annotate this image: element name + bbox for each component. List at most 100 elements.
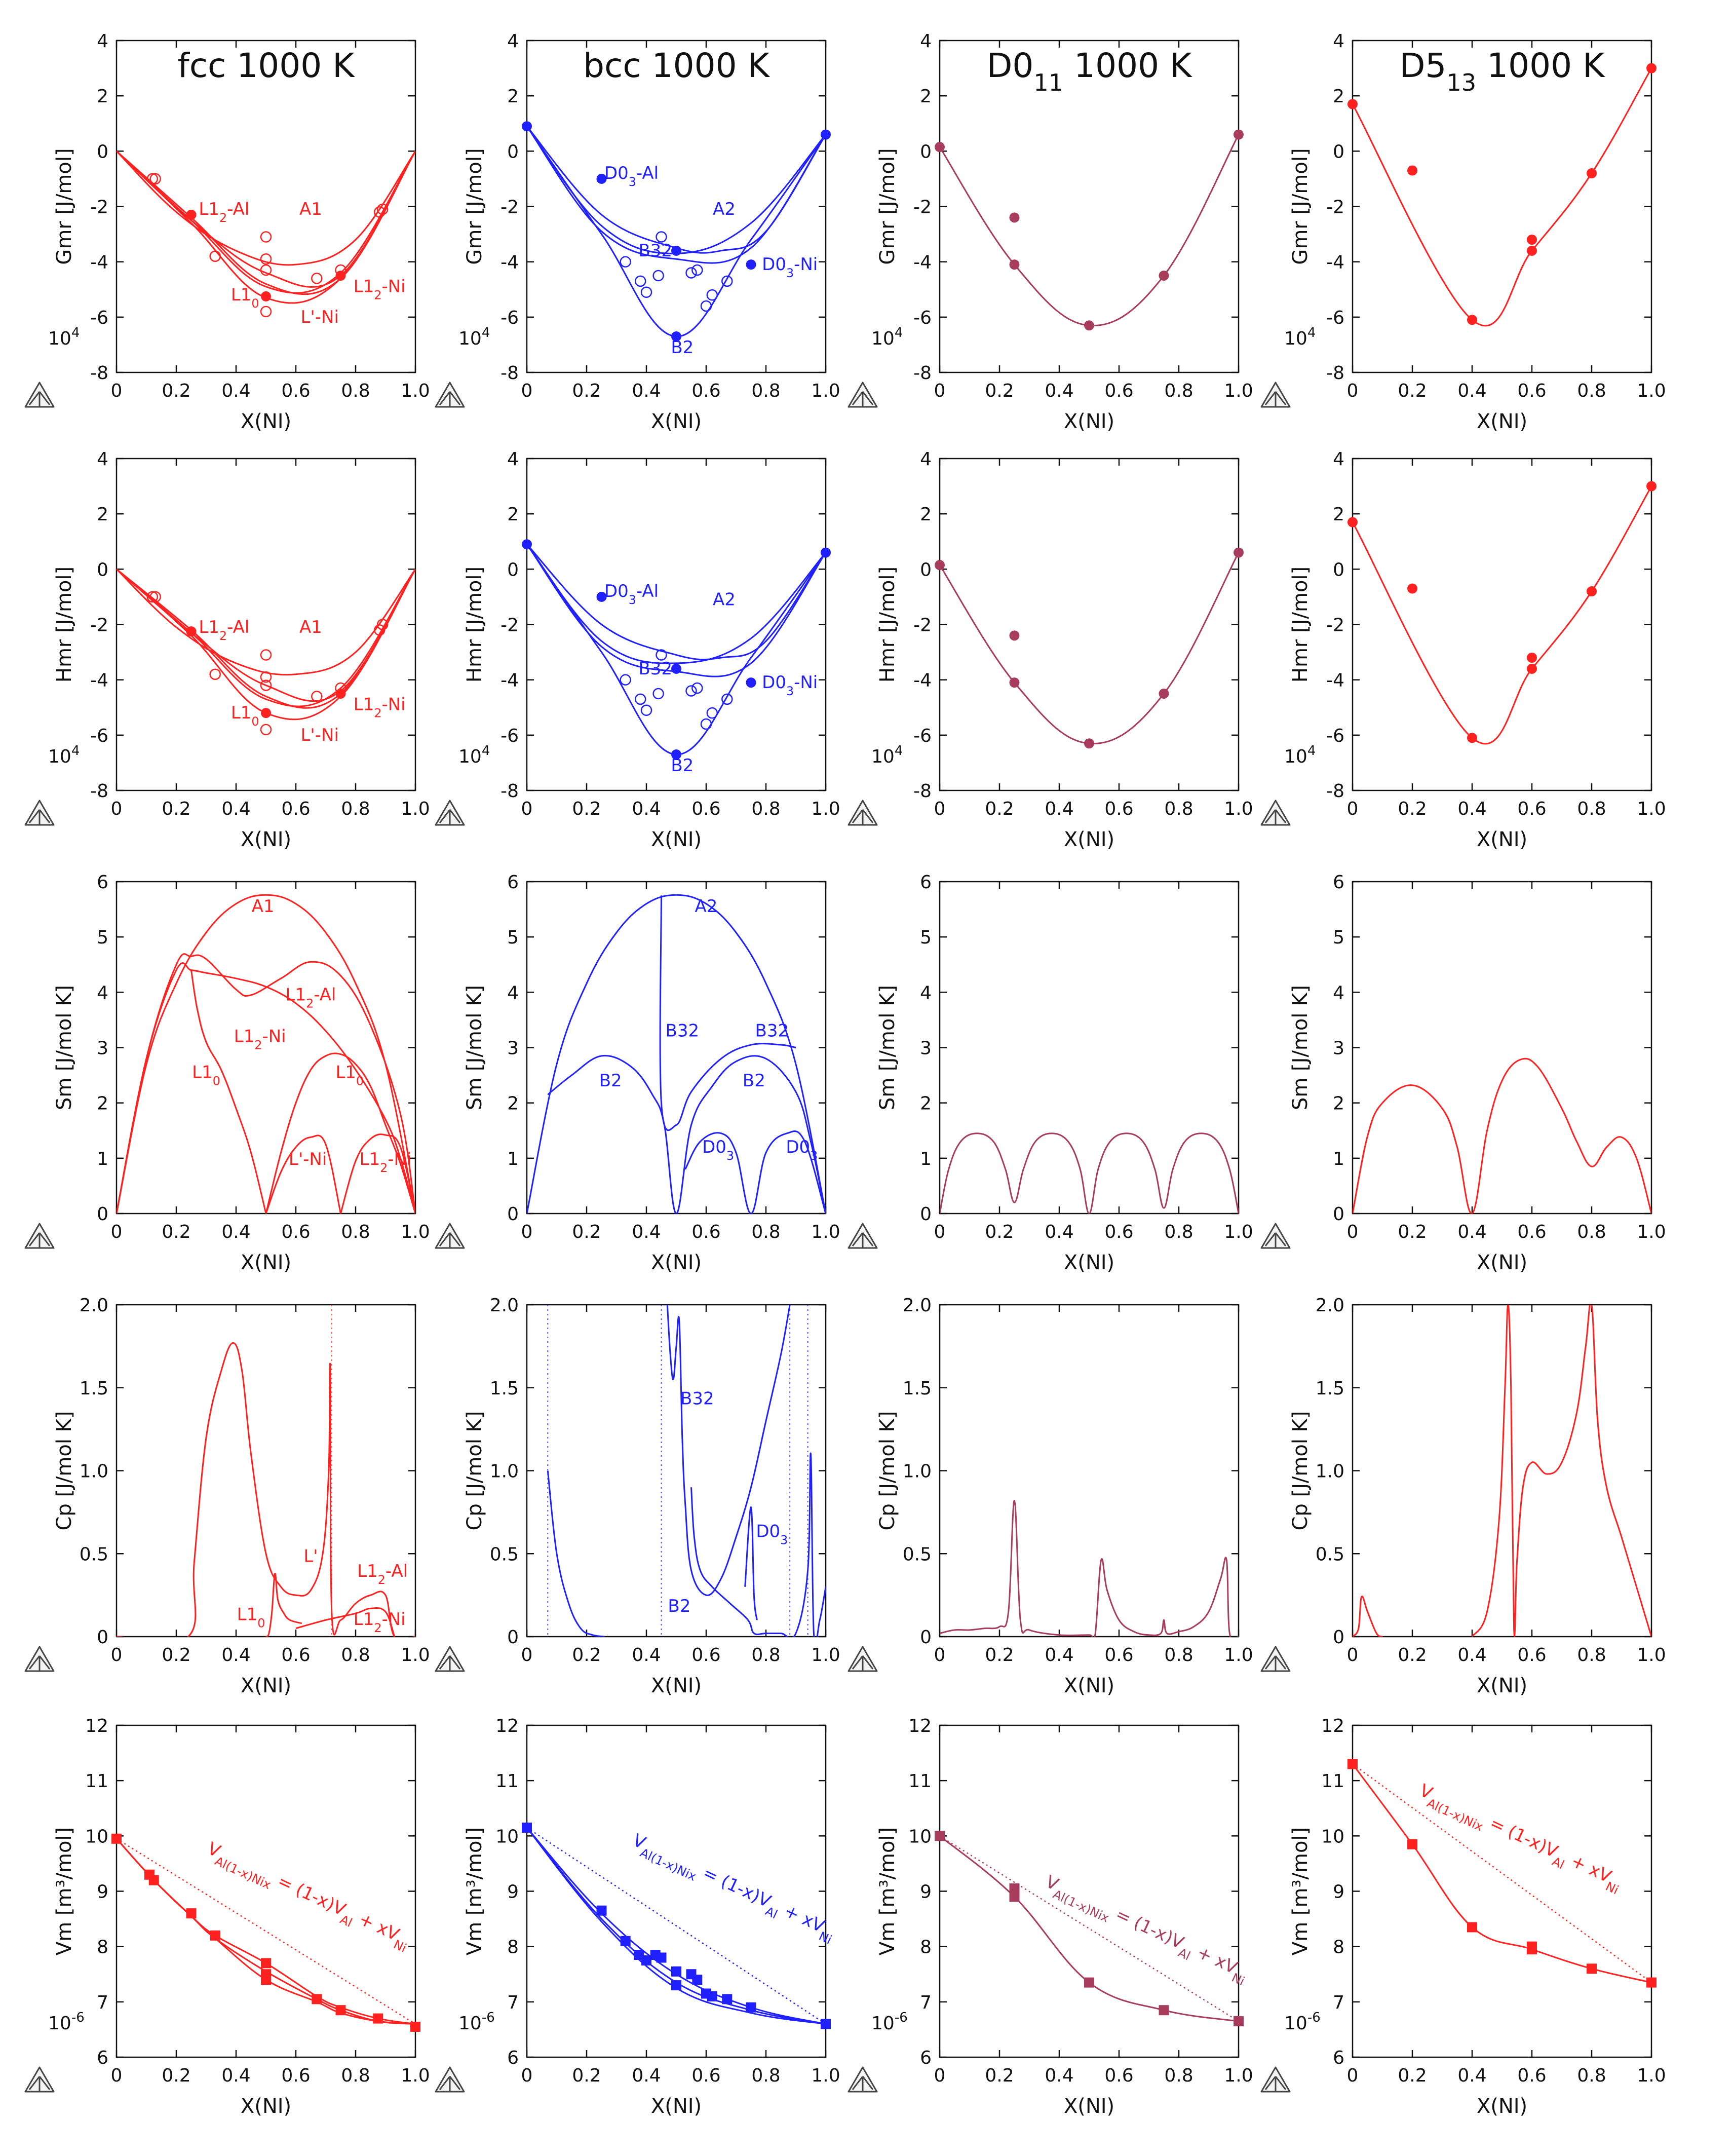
plot-area: [117, 1305, 415, 1637]
panel-title: D011 1000 K: [987, 46, 1193, 96]
x-tick-label: 0.8: [751, 381, 780, 401]
data-point-filled: [186, 626, 197, 637]
label-text: A1: [252, 896, 275, 917]
annotation-text: + xV: [776, 1898, 828, 1937]
y-tick-label: -2: [913, 615, 932, 636]
vegard-annotation: VAl(1-x)Nix = (1-x)VAl + xVNi: [202, 1838, 414, 1955]
data-point-square: [335, 2005, 346, 2016]
data-point-open: [656, 649, 667, 661]
phase-label: L12-Al: [199, 199, 249, 225]
y-axis-label: Hmr [J/mol]: [463, 566, 486, 683]
annotation-text: + xV: [1563, 1848, 1614, 1887]
data-point-filled: [1527, 245, 1537, 256]
series-line-left: [547, 1470, 605, 1637]
plot-frame: [939, 881, 1240, 1215]
x-tick-label: 0.2: [572, 381, 601, 401]
thermocalc-logo-icon: [848, 800, 878, 826]
data-point-open: [260, 724, 272, 736]
y-tick-label: 11: [1321, 1771, 1344, 1792]
y-tick-label: 2: [1333, 86, 1344, 107]
x-tick-label: 0: [1347, 1222, 1359, 1242]
phase-label: L10: [192, 1063, 220, 1088]
y-tick-label: -2: [500, 197, 519, 218]
x-tick-label: 0.2: [572, 1645, 601, 1666]
data-point-open: [656, 231, 667, 243]
plot-frame: [939, 1304, 1240, 1638]
data-point-open: [640, 704, 652, 716]
data-point-open: [209, 250, 221, 262]
series-line-A1: [117, 894, 415, 1214]
panel-H-D513: -8 -6 -4 -2 0 2 4 0 0.2 0.4 0.6 0.8 1.0 X(NI) Hmr [J/m…: [1260, 449, 1666, 851]
phase-label: D03: [756, 1522, 788, 1547]
x-axis-label: X(NI): [1477, 1251, 1527, 1274]
data-point-filled: [1407, 583, 1417, 594]
x-tick-label: 1.0: [401, 2065, 430, 2086]
x-tick-label: 0.2: [985, 1222, 1014, 1242]
vegard-dotted-line: [527, 1827, 826, 2025]
subscript: 13: [1446, 69, 1476, 96]
scale-base: 10: [1284, 328, 1307, 349]
y-tick-label: 10: [495, 1826, 519, 1847]
panel-G-D513: -8 -6 -4 -2 0 2 4 0 0.2 0.4 0.6 0.8 1.0 X(NI) Gmr [J/m…: [1260, 31, 1666, 433]
data-point-filled: [746, 677, 756, 688]
y-axis-label: Gmr [J/mol]: [53, 148, 76, 264]
label-text: L': [303, 1546, 318, 1567]
phase-label: B32: [638, 659, 672, 679]
x-tick-label: 1.0: [1637, 799, 1666, 819]
scale-factor: 104: [458, 743, 490, 767]
subscript: 2: [219, 211, 227, 225]
y-tick-label: 2: [920, 504, 932, 525]
label-text: -Al: [636, 163, 659, 183]
scale-exponent: 4: [895, 743, 903, 759]
subscript: 3: [629, 593, 636, 607]
x-tick-label: 0.8: [751, 1645, 780, 1666]
x-axis-label: X(NI): [1477, 410, 1527, 433]
y-axis-label: Sm [J/mol K]: [463, 985, 486, 1110]
plot-area: [1353, 485, 1651, 745]
data-point-filled: [261, 291, 271, 301]
y-tick-label: 5: [97, 927, 108, 948]
subscript: 2: [380, 1161, 388, 1175]
plot-frame: [1352, 458, 1652, 791]
scale-exponent: -6: [1307, 2010, 1321, 2025]
x-tick-label: 0: [521, 1645, 533, 1666]
y-tick-label: 2.0: [490, 1295, 519, 1316]
x-tick-label: 0.4: [1045, 381, 1073, 401]
label-text: D0: [702, 1137, 726, 1157]
x-tick-label: 0.8: [341, 2065, 370, 2086]
data-point-square: [692, 1975, 703, 1985]
data-point-square: [1347, 1759, 1358, 1769]
y-tick-label: -4: [90, 670, 108, 691]
scale-factor: 104: [1284, 743, 1316, 767]
x-tick-label: 0.4: [1457, 381, 1486, 401]
y-tick-label: -8: [500, 781, 519, 802]
y-tick-label: 0: [920, 1204, 932, 1225]
y-tick-label: 4: [507, 31, 519, 52]
label-text: L1: [335, 1063, 356, 1083]
y-tick-label: 8: [920, 1937, 932, 1958]
y-tick-label: -2: [90, 197, 108, 218]
x-tick-label: 1.0: [1637, 1222, 1666, 1242]
scale-exponent: -6: [895, 2010, 908, 2025]
series-line-D513: [1353, 67, 1651, 327]
series-line-B2: [547, 1054, 826, 1214]
subscript: 0: [213, 1074, 220, 1088]
y-tick-label: -6: [913, 726, 932, 746]
y-tick-label: 2: [97, 86, 108, 107]
y-tick-label: -8: [90, 781, 108, 802]
thermocalc-logo-icon: [848, 1646, 878, 1672]
y-tick-label: 0: [1333, 141, 1344, 162]
series-line-L1_2-Ni: [117, 150, 415, 295]
x-tick-label: 0.8: [1164, 799, 1193, 819]
plot-area: [940, 552, 1239, 744]
x-tick-label: 0.4: [632, 2065, 661, 2086]
series-line-A1: [117, 150, 415, 266]
label-text: L1: [199, 199, 219, 219]
data-point-filled: [596, 173, 607, 184]
data-point-square: [1009, 1892, 1020, 1902]
phase-label: B2: [671, 337, 694, 358]
data-point-square: [1159, 2005, 1169, 2016]
x-tick-label: 0.2: [985, 799, 1014, 819]
data-point-open: [260, 264, 272, 276]
y-tick-label: 10: [85, 1826, 108, 1847]
